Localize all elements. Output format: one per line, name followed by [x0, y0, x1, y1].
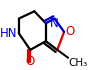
Text: O: O	[26, 55, 35, 68]
Text: N: N	[50, 17, 59, 30]
Text: HN: HN	[0, 27, 17, 40]
Text: CH₃: CH₃	[69, 59, 88, 68]
Text: O: O	[65, 25, 75, 38]
